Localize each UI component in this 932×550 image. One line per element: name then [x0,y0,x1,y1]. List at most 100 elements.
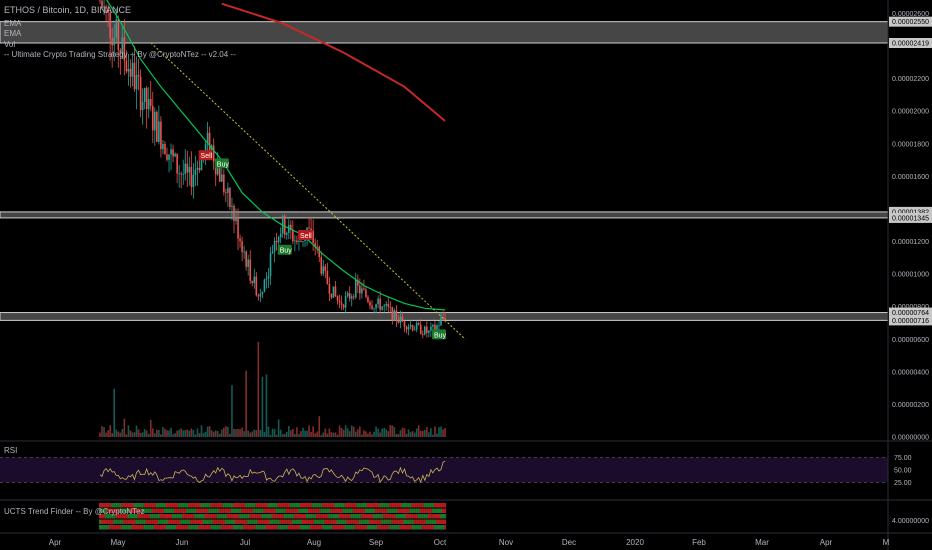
volume-bar [198,432,201,437]
candle-body [415,323,418,330]
trend-cell [431,514,434,519]
trend-cell [115,519,118,524]
rsi-legend[interactable]: RSI [4,446,18,455]
trend-cell [170,525,173,530]
trend-cell [224,508,227,513]
trend-cell [206,514,209,519]
trend-cell [332,514,335,519]
candle-body [348,293,351,299]
volume-bar [326,433,329,437]
trend-cell [267,514,270,519]
trend-cell [352,514,355,519]
trend-cell [415,519,418,524]
volume-bar [389,425,392,437]
strategy-legend[interactable]: -- Ultimate Crypto Trading Strategy -- B… [4,50,236,59]
trend-cell [438,514,441,519]
volume-bar [375,426,377,437]
trend-cell [180,508,183,513]
volume-bar [231,385,233,437]
volume-bar [180,428,182,437]
trend-cell [198,519,201,524]
trend-cell [348,503,351,508]
trend-cell [312,503,315,508]
trend-cell [354,508,357,513]
trend-cell [222,514,225,519]
trend-cell [291,508,294,513]
ema2-legend[interactable]: EMA [4,29,22,38]
trend-cell [127,508,130,513]
trend-cell [299,519,302,524]
trend-cell [204,519,207,524]
trend-cell [308,503,311,508]
candle-body [318,246,321,258]
volume-bar [334,432,337,437]
price-axis-label: 0.00000200 [892,402,929,409]
volume-bar [379,432,381,437]
trend-cell [249,503,252,508]
candle-body [243,251,245,253]
trend-cell [360,514,363,519]
trend-cell [194,503,197,508]
trend-cell [375,525,378,530]
trend-cell [405,503,408,508]
trend-cell [247,503,250,508]
trend-cell [174,514,177,519]
trend-cell [149,519,152,524]
candle-body [198,168,201,171]
trend-cell [200,519,203,524]
trend-cell [125,519,128,524]
trend-cell [368,525,371,530]
trend-cell [324,519,327,524]
signal-buy-label: Buy [280,248,293,255]
time-axis-label: M [883,538,890,547]
trend-cell [253,514,256,519]
volume-bar [170,427,172,437]
trend-cell [206,503,209,508]
trend-cell [395,503,398,508]
trend-cell [389,519,392,524]
trend-cell [289,508,292,513]
volume-bar [342,429,345,437]
trend-cell [214,525,217,530]
trend-cell [362,508,365,513]
trend-cell [344,519,347,524]
trend-cell [178,503,181,508]
trend-cell [145,508,148,513]
candle-body [369,302,371,306]
trend-cell [121,508,124,513]
trend-cell [381,525,384,530]
ema1-legend[interactable]: EMA [4,19,22,28]
symbol-title[interactable]: ETHOS / Bitcoin, 1D, BINANCE [4,5,132,15]
trend-cell [273,519,276,524]
trend-cell [273,514,276,519]
trend-cell [375,519,378,524]
ema-fast-line [106,0,446,311]
volume-bar [129,430,132,437]
trend-cell [403,514,406,519]
candle-body [249,259,252,281]
trend-cell [192,514,195,519]
candle-body [241,241,243,253]
trend-cell [336,525,339,530]
candle-body [111,38,113,46]
trend-finder-legend[interactable]: UCTS Trend Finder -- By @CryptoNTez [4,507,145,516]
trend-cell [320,519,323,524]
trend-cell [99,519,101,524]
candle-body [263,279,266,292]
volume-bar [241,427,243,437]
trend-cell [123,514,126,519]
trend-cell [306,519,309,524]
trend-cell [279,508,282,513]
trend-cell [332,508,335,513]
trend-cell [263,514,266,519]
trend-cell [119,519,122,524]
trend-cell [399,519,402,524]
volume-legend[interactable]: Vol [4,40,16,49]
trend-cell [401,508,404,513]
trend-cell [302,525,304,530]
candle-body [393,310,396,321]
trend-cell [314,514,317,519]
volume-bar [417,425,420,437]
trend-cell [267,525,270,530]
